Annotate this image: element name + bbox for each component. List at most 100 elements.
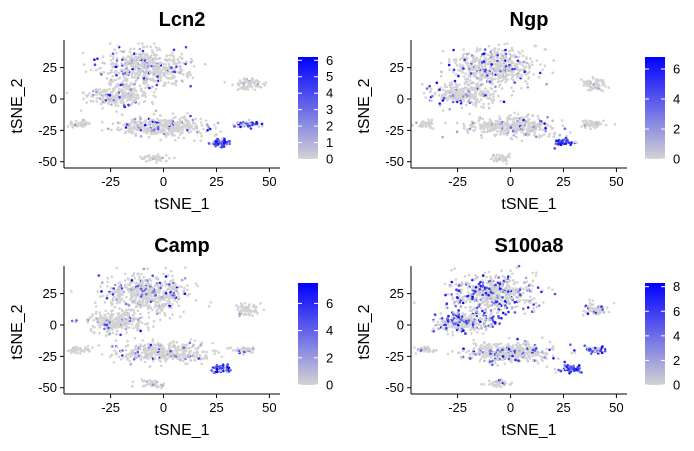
cell-point <box>491 291 494 295</box>
cell-point <box>175 288 179 291</box>
cell-point <box>153 284 157 288</box>
cell-point <box>104 101 107 104</box>
cell-point <box>132 95 135 99</box>
cell-point <box>495 273 498 277</box>
cell-point <box>547 134 550 138</box>
cell-point <box>488 282 491 285</box>
cell-point <box>75 319 78 322</box>
cell-point <box>110 68 113 72</box>
cell-point <box>216 121 220 125</box>
cell-point <box>139 117 142 120</box>
scatter-points <box>411 42 617 166</box>
cell-point <box>485 62 489 66</box>
cell-point <box>124 85 127 88</box>
cell-point <box>212 142 215 146</box>
cell-point <box>189 73 192 76</box>
y-tick-label: 0 <box>50 91 57 106</box>
cell-point <box>84 120 88 123</box>
cell-point <box>189 130 193 133</box>
cell-point <box>222 144 225 147</box>
cell-point <box>115 59 119 62</box>
cell-point <box>498 115 501 118</box>
cell-point <box>95 68 98 72</box>
cell-point <box>149 45 152 49</box>
cell-point <box>495 133 498 136</box>
cell-point <box>505 130 509 133</box>
cell-point <box>183 277 187 280</box>
cell-point <box>138 277 141 280</box>
cell-point <box>92 89 96 92</box>
cell-point <box>140 52 144 56</box>
y-tick-label: 25 <box>43 286 57 301</box>
cell-point <box>95 96 99 100</box>
cell-point <box>177 304 180 307</box>
cell-point <box>165 357 169 361</box>
cell-point <box>131 380 135 384</box>
cell-point <box>165 159 168 163</box>
cell-point <box>123 272 127 276</box>
cell-point <box>467 297 470 301</box>
cell-point <box>580 125 583 128</box>
cell-point <box>207 142 211 145</box>
legend-tick-label: 3 <box>326 102 333 117</box>
cell-point <box>127 312 130 315</box>
y-axis-label: tSNE_2 <box>356 78 373 133</box>
cell-point <box>158 311 162 314</box>
cell-point <box>529 301 532 304</box>
cell-point <box>185 347 188 350</box>
cell-point <box>501 311 505 315</box>
cell-point <box>99 91 102 95</box>
cell-point <box>531 123 534 127</box>
cell-point <box>507 290 510 293</box>
cell-point <box>513 289 516 293</box>
cell-point <box>454 59 458 63</box>
cell-point <box>132 124 135 128</box>
cell-point <box>124 126 128 129</box>
cell-point <box>152 125 155 129</box>
x-tick-label: 50 <box>609 174 623 189</box>
cell-point <box>178 129 181 132</box>
cell-point <box>502 53 506 56</box>
cell-point <box>501 285 504 288</box>
cell-point <box>127 277 130 281</box>
cell-point <box>159 122 163 126</box>
cell-point <box>462 97 465 101</box>
cell-point <box>118 292 121 295</box>
cell-point <box>138 300 142 304</box>
cell-point <box>461 88 465 92</box>
cell-point <box>166 301 170 305</box>
cell-point <box>483 130 486 134</box>
cell-point <box>117 71 121 75</box>
y-axis-label: tSNE_2 <box>9 304 26 359</box>
cell-point <box>475 102 478 106</box>
cell-point <box>457 88 461 92</box>
cell-point <box>511 118 515 122</box>
cell-point <box>561 124 565 127</box>
cell-point <box>159 304 163 308</box>
cell-point <box>172 281 175 285</box>
cell-point <box>435 81 439 85</box>
cell-point <box>119 68 123 72</box>
cell-point <box>134 133 137 137</box>
cell-point <box>463 75 466 78</box>
cell-point <box>140 87 143 90</box>
cell-point <box>197 357 200 360</box>
cell-point <box>513 122 516 125</box>
cell-point <box>512 291 516 295</box>
cell-point <box>134 64 137 68</box>
cell-point <box>111 331 115 335</box>
cell-point <box>172 48 176 52</box>
cell-point <box>503 57 506 60</box>
cell-point <box>475 58 478 62</box>
cell-point <box>155 380 159 384</box>
cell-point <box>441 135 444 139</box>
cell-point <box>452 70 455 74</box>
cell-point <box>158 358 161 361</box>
cell-point <box>129 130 132 134</box>
cell-point <box>107 326 110 330</box>
legend-tick-label: 6 <box>673 62 680 77</box>
cell-point <box>107 102 110 105</box>
cell-point <box>134 282 138 285</box>
cell-point <box>137 325 140 328</box>
